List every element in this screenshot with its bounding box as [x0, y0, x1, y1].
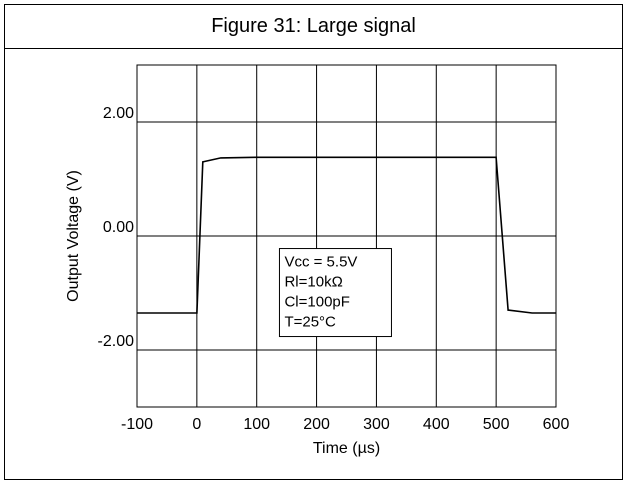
- x-tick-label: 500: [483, 416, 510, 433]
- x-tick-label: 400: [423, 416, 450, 433]
- x-tick-label: 300: [363, 416, 390, 433]
- grid-lines: [137, 65, 556, 407]
- annotation-line: Vcc = 5.5V: [284, 254, 357, 271]
- y-tick-label: 2.00: [103, 105, 134, 122]
- annotation-line: Cl=100pF: [284, 294, 349, 311]
- y-tick-label: 0.00: [103, 219, 134, 236]
- y-axis-ticks: 2.00 0.00 -2.00: [98, 105, 135, 350]
- x-tick-label: 0: [192, 416, 201, 433]
- x-tick-label: 200: [303, 416, 330, 433]
- chart-title: Figure 31: Large signal: [211, 15, 416, 37]
- series-line: [137, 156, 556, 314]
- x-tick-label: 600: [543, 416, 570, 433]
- annotation-box: Vcc = 5.5V Rl=10kΩ Cl=100pF T=25°C: [278, 248, 392, 338]
- x-axis-label: Time (µs): [313, 440, 380, 457]
- figure-frame: Figure 31: Large signal: [4, 4, 623, 480]
- x-tick-label: 100: [243, 416, 270, 433]
- y-axis-label: Output Voltage (V): [65, 170, 82, 302]
- title-bar: Figure 31: Large signal: [5, 5, 622, 49]
- annotation-line: Rl=10kΩ: [284, 274, 342, 291]
- annotation-line: T=25°C: [284, 314, 336, 331]
- annotation-frame: [278, 248, 392, 338]
- x-axis-ticks: -100 0 100 200 300 400 500 600: [121, 416, 569, 433]
- x-tick-label: -100: [121, 416, 153, 433]
- y-tick-label: -2.00: [98, 333, 135, 350]
- plot-area: [136, 64, 557, 408]
